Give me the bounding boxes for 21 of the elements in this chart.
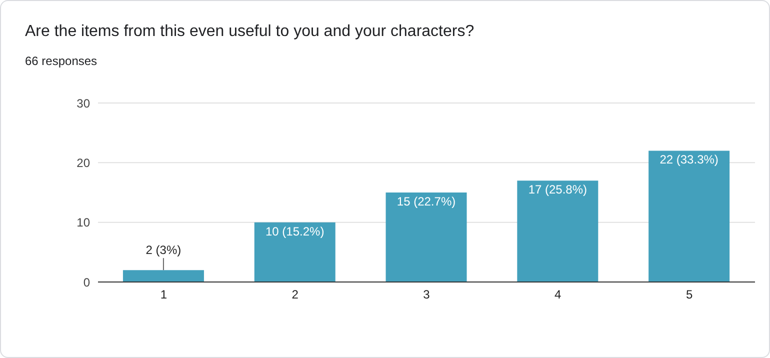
bar	[386, 192, 467, 282]
data-label: 10 (15.2%)	[266, 224, 324, 238]
y-tick-label: 30	[76, 96, 90, 110]
bar	[122, 270, 204, 282]
data-label: 15 (22.7%)	[396, 194, 456, 208]
chart-title: Are the items from this even useful to you and your characters?	[25, 23, 474, 41]
x-tick-label: 4	[554, 288, 562, 302]
y-tick-label: 0	[83, 275, 90, 290]
x-tick-label: 5	[686, 288, 693, 302]
bar	[648, 150, 730, 282]
bar	[254, 222, 336, 282]
y-tick-label: 20	[76, 156, 90, 170]
x-tick-label: 2	[292, 288, 299, 302]
data-label: 17 (25.8%)	[528, 182, 588, 197]
y-tick-label: 10	[76, 216, 90, 230]
chart-subtitle: 66 responses	[25, 54, 98, 68]
x-tick-label: 3	[423, 288, 430, 302]
x-tick-label: 1	[160, 288, 168, 302]
data-label: 2 (3%)	[146, 243, 182, 258]
data-label: 22 (33.3%)	[660, 152, 718, 167]
bar	[517, 180, 598, 282]
